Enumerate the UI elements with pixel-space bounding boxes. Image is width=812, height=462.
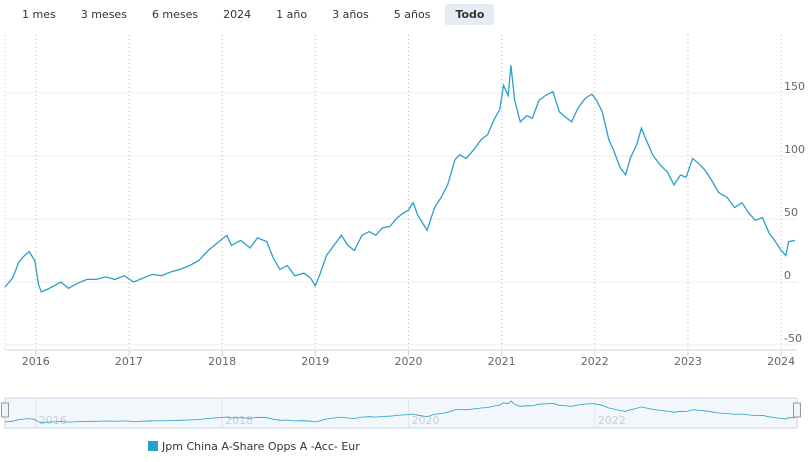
y-tick-label: 0 — [784, 269, 791, 282]
navigator-bg — [4, 397, 798, 429]
navigator-label: 2022 — [598, 414, 626, 427]
range-selector: 1 mes 3 meses 6 meses 2024 1 año 3 años 5 años… — [12, 4, 495, 25]
range-button[interactable]: 2024 — [223, 8, 252, 21]
x-tick-label: 2017 — [115, 355, 143, 368]
x-tick-label: 2018 — [208, 355, 236, 368]
range-button[interactable]: 5 años — [393, 8, 431, 21]
navigator-label: 2016 — [39, 414, 67, 427]
range-button[interactable]: 3 años — [332, 8, 369, 21]
range-button[interactable]: 1 año — [276, 8, 308, 21]
navigator-label: 2018 — [225, 414, 253, 427]
navigator-label: 2020 — [411, 414, 439, 427]
x-tick-label: 2022 — [581, 355, 609, 368]
x-tick-label: 2020 — [394, 355, 422, 368]
navigator-handle[interactable] — [793, 402, 801, 418]
range-button[interactable]: 1 mes — [22, 8, 56, 21]
legend-label: Jpm China A-Share Opps A -Acc- Eur — [161, 440, 360, 453]
x-tick-label: 2016 — [22, 355, 50, 368]
navigator-handle[interactable] — [1, 402, 9, 418]
x-tick-label: 2021 — [488, 355, 516, 368]
data-line — [4, 65, 796, 293]
x-tick-label: 2019 — [301, 355, 329, 368]
legend-swatch — [148, 441, 158, 451]
x-tick-label: 2023 — [674, 355, 702, 368]
y-tick-label: 100 — [784, 143, 805, 156]
range-button[interactable]: 6 meses — [151, 8, 199, 21]
x-tick-label: 2024 — [767, 355, 795, 368]
range-button[interactable]: Todo — [445, 4, 495, 25]
range-button[interactable]: 3 meses — [80, 8, 127, 21]
navigator-line — [4, 400, 796, 423]
y-tick-label: 50 — [784, 206, 798, 219]
y-tick-label: 150 — [784, 80, 805, 93]
y-tick-label: -50 — [784, 332, 802, 345]
